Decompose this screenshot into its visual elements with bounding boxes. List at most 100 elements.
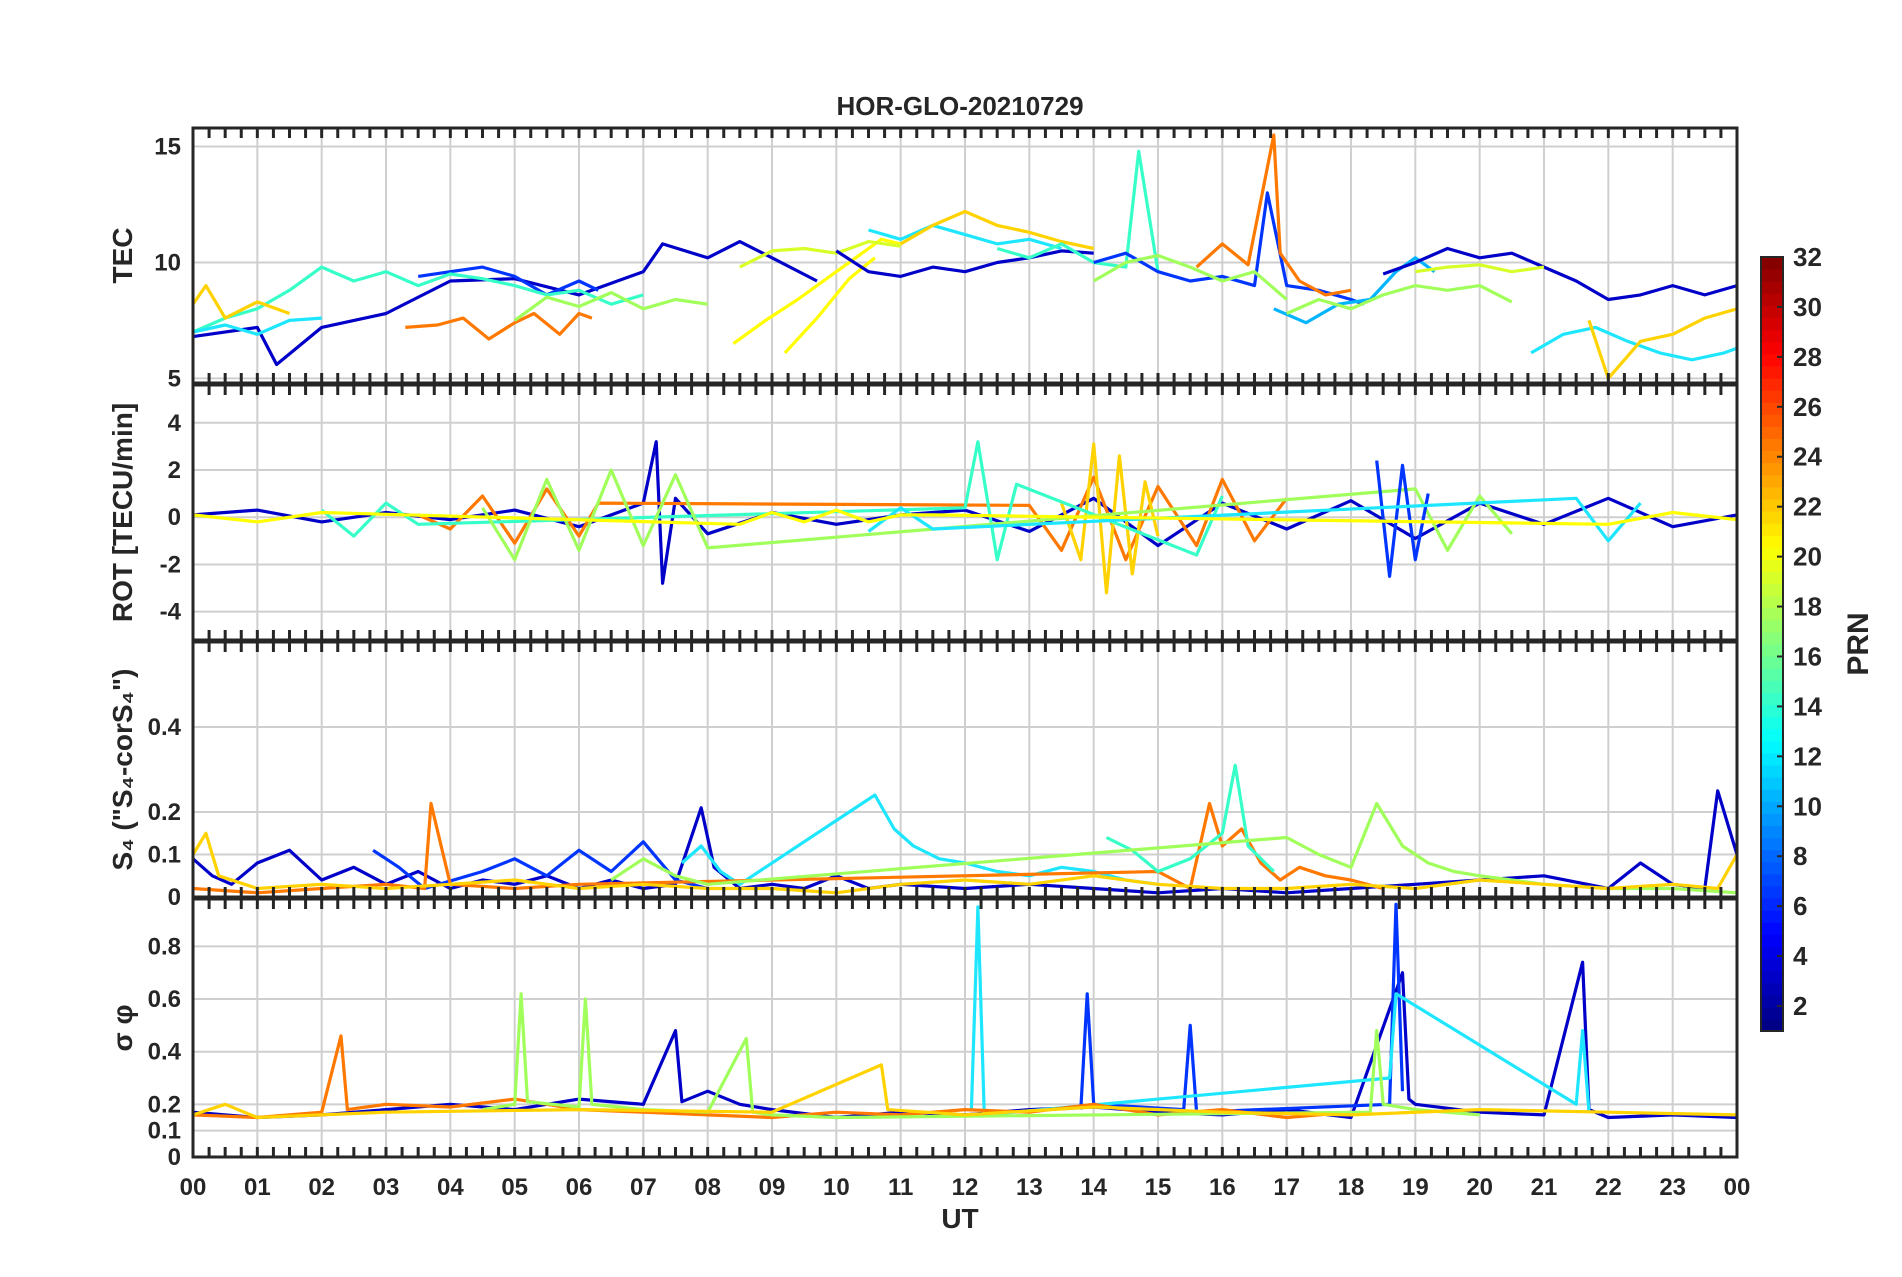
x-tick-label: 08: [694, 1174, 721, 1201]
colorbar-tick-label: 14: [1793, 691, 1822, 721]
x-tick-label: 15: [1145, 1174, 1172, 1201]
x-tick-label: 14: [1080, 1174, 1107, 1201]
colorbar-tick-label: 24: [1793, 442, 1822, 472]
colorbar-tick-label: 16: [1793, 641, 1822, 671]
colorbar-segment: [1761, 571, 1783, 585]
colorbar-segment: [1761, 837, 1783, 851]
colorbar-segment: [1761, 535, 1783, 548]
colorbar-segment: [1761, 970, 1783, 984]
colorbar-segment: [1761, 341, 1783, 355]
colorbar-segment: [1761, 583, 1783, 597]
series-line-tec-10: [835, 249, 1094, 278]
series-line-s4-3: [193, 801, 1384, 895]
y-tick-label-tec: 10: [154, 249, 181, 276]
panel-frame-s4: [191, 640, 1739, 899]
series-line-tec-11: [868, 223, 1062, 251]
panel-sigma_phi: 00.10.2 0.4 0.6 0.8 σ φ: [107, 897, 1739, 1171]
colorbar-segment: [1761, 801, 1783, 814]
colorbar-segment: [1761, 547, 1783, 560]
y-tick-label-rot: 4: [168, 410, 182, 437]
colorbar-segment: [1761, 317, 1783, 331]
x-tick-label: 05: [501, 1174, 528, 1201]
colorbar-segment: [1761, 958, 1783, 972]
colorbar-segment: [1761, 486, 1783, 500]
colorbar-tick-label: 4: [1793, 941, 1808, 971]
colorbar-segment: [1761, 764, 1783, 778]
panel-tec: 5 10 15 TEC: [107, 126, 1739, 392]
x-tick-label: 17: [1273, 1174, 1300, 1201]
y-tick-label-s4: 0.1: [148, 842, 181, 869]
colorbar-segment: [1761, 680, 1783, 693]
colorbar-segment: [1761, 305, 1783, 319]
series-line-tec-0: [193, 240, 818, 367]
series-line-s4-1: [372, 840, 709, 891]
panel-frame-sigma_phi: [191, 897, 1739, 1159]
colorbar-segment: [1761, 740, 1783, 754]
series-line-rot-7: [193, 508, 1737, 526]
x-axis-label: UT: [941, 1203, 978, 1234]
x-tick-label: 12: [952, 1174, 979, 1201]
colorbar-tick-label: 32: [1793, 242, 1822, 272]
x-tick-label: 07: [630, 1174, 657, 1201]
series-line-tec-5: [193, 284, 291, 320]
series-line-s4-6: [193, 831, 1737, 895]
series-line-rot-1: [417, 475, 1288, 562]
y-axis-label-sigma_phi: σ φ: [107, 1005, 138, 1052]
colorbar-segment: [1761, 704, 1783, 718]
y-tick-label-rot: 0: [168, 504, 181, 531]
colorbar-segment: [1761, 644, 1783, 657]
x-tick-label: 10: [823, 1174, 850, 1201]
colorbar-tick-label: 22: [1793, 492, 1822, 522]
colorbar-segment: [1761, 825, 1783, 839]
colorbar-segment: [1761, 946, 1783, 960]
colorbar-segment: [1761, 377, 1783, 391]
y-tick-label-sigma_phi: 0.4: [148, 1039, 182, 1066]
x-tick-label: 02: [308, 1174, 335, 1201]
x-tick-label: 18: [1338, 1174, 1365, 1201]
y-tick-label-tec: 5: [168, 365, 181, 392]
colorbar-segment: [1761, 728, 1783, 742]
series-line-tec-4: [405, 311, 593, 341]
colorbar-segment: [1761, 353, 1783, 367]
x-tick-label: 01: [244, 1174, 271, 1201]
panel-rot: -4 -2 0 2 4 ROT [TECU/min]: [107, 383, 1739, 642]
colorbar-label: PRN: [1842, 612, 1875, 675]
colorbar-tick-label: 30: [1793, 292, 1822, 322]
series-line-s4-2: [680, 793, 1159, 886]
series-line-tec-12: [899, 209, 1095, 251]
series-group-tec: [193, 133, 1737, 380]
y-tick-label-sigma_phi: 0.6: [148, 986, 181, 1013]
colorbar-segment: [1761, 994, 1783, 1008]
x-tick-label: 11: [888, 1174, 913, 1201]
x-tick-label: 19: [1402, 1174, 1429, 1201]
series-line-sigma_phi-5: [193, 1063, 1737, 1120]
colorbar-segment: [1761, 498, 1783, 512]
colorbar-segment: [1761, 897, 1783, 911]
x-tick-label: 03: [373, 1174, 400, 1201]
series-group-sigma_phi: [193, 902, 1737, 1120]
y-tick-label-s4: 0.2: [148, 799, 181, 826]
colorbar-segment: [1761, 752, 1783, 766]
colorbar-segment: [1761, 1006, 1783, 1020]
x-tick-label: 00: [1724, 1174, 1751, 1201]
colorbar-segment: [1761, 281, 1783, 294]
y-tick-label-s4: 0: [168, 884, 181, 911]
x-tick-label: 13: [1016, 1174, 1043, 1201]
series-line-tec-6: [513, 291, 708, 322]
series-line-tec-2: [193, 265, 644, 334]
colorbar-segment: [1761, 426, 1783, 440]
series-line-rot-4: [481, 468, 1514, 562]
colorbar-frame: [1760, 256, 1784, 1032]
series-line-sigma_phi-4: [482, 992, 1480, 1120]
colorbar-segment: [1761, 885, 1783, 899]
x-tick-label: 22: [1595, 1174, 1622, 1201]
colorbar-segment: [1761, 414, 1783, 427]
colorbar-segment: [1761, 474, 1783, 488]
colorbar-segment: [1761, 559, 1783, 573]
colorbar-segment: [1761, 861, 1783, 875]
series-line-tec-16: [1195, 133, 1352, 297]
colorbar-segment: [1761, 523, 1783, 536]
y-tick-label-rot: -4: [160, 599, 182, 626]
y-axis-label-rot: ROT [TECU/min]: [107, 403, 138, 622]
series-line-tec-3: [193, 316, 322, 336]
